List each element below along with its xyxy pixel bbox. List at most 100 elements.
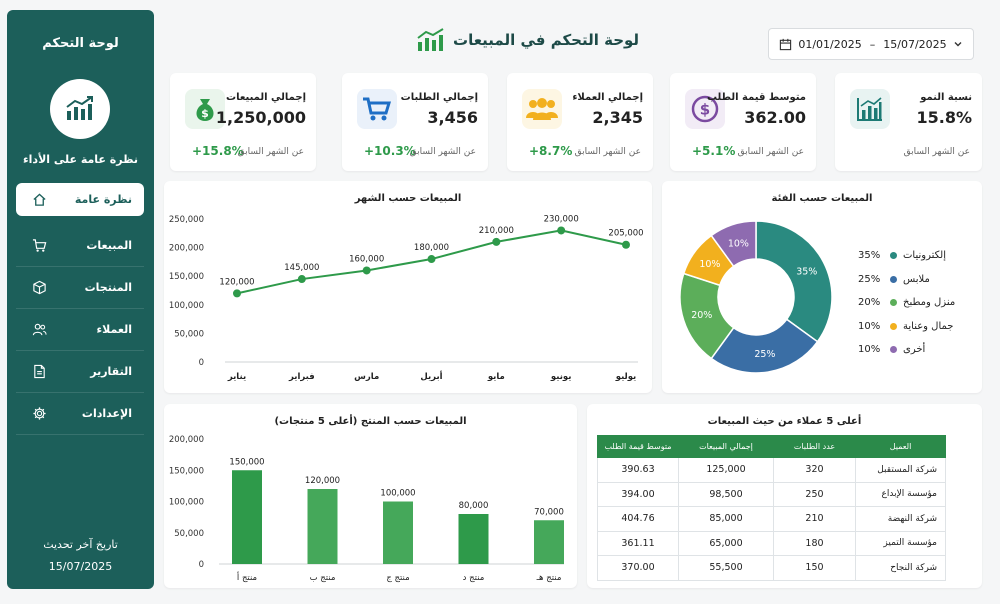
kpi-change: +10.3% [364,144,416,158]
sidebar-nav: نظرة عامة المبيعات المنتجات العملاء التق… [16,183,144,435]
last-update: تاريخ آخر تحديث 15/07/2025 [7,534,154,578]
table-cell: 65,000 [678,530,774,556]
legend-item: 35% إلكترونيات [858,244,970,268]
table-cell: 250 [773,481,856,507]
table-cell: 361.11 [597,530,679,556]
kpi-compare: عن الشهر السابق [237,147,304,157]
growth-chart-icon [417,28,444,51]
date-range: 01/01/2025 – 15/07/2025 [798,38,946,51]
table-cell: 85,000 [678,506,774,532]
data-label: 150,000 [229,457,264,467]
sidebar-item-label: نظرة عامة [74,193,132,206]
slice-label: 35% [796,267,817,278]
data-label: 230,000 [544,214,579,224]
kpi-label: إجمالي المبيعات [226,92,306,103]
sidebar-item-sales[interactable]: المبيعات [16,225,144,267]
top-customers-table: العميل عدد الطلبات إجمالي المبيعات متوسط… [597,435,946,581]
y-tick-label: 150,000 [169,272,204,282]
x-tick-label: يوليو [615,372,637,382]
y-tick-label: 50,000 [174,329,204,339]
x-tick-label: فبراير [288,372,315,382]
table-cell: مؤسسة التميز [855,530,946,556]
table-cell: 180 [773,530,856,556]
kpi-label: إجمالي العملاء [572,92,643,103]
sidebar-subtitle: نظرة عامة على الأداء [23,153,138,166]
date-range-picker[interactable]: 01/01/2025 – 15/07/2025 [768,28,974,60]
x-tick-label: مايو [487,372,505,382]
money-bag-icon: $ [185,89,225,129]
sidebar-item-reports[interactable]: التقارير [16,351,144,393]
sidebar-item-settings[interactable]: الإعدادات [16,393,144,435]
sidebar-item-products[interactable]: المنتجات [16,267,144,309]
legend-value: 10% [858,320,881,332]
sidebar-item-customers[interactable]: العملاء [16,309,144,351]
data-label: 120,000 [219,277,254,287]
x-tick-label: منتج ب [310,573,336,583]
kpi-change: +5.1% [692,144,736,158]
page-title: لوحة التحكم في المبيعات [453,31,640,49]
data-label: 210,000 [479,226,514,236]
last-update-label: تاريخ آخر تحديث [43,538,118,551]
legend-key: ملابس [890,274,970,285]
legend-label: ملابس [903,273,930,285]
column-header[interactable]: إجمالي المبيعات [678,435,774,458]
legend-swatch [890,275,897,283]
bar [232,470,262,564]
table-cell: شركة النجاح [855,555,946,581]
x-tick-label: يونيو [550,372,572,382]
legend-value: 25% [858,273,881,285]
y-tick-label: 50,000 [174,529,204,539]
legend-label: منزل ومطبخ [903,297,956,309]
x-tick-label: مارس [354,372,379,382]
data-label: 205,000 [608,229,643,239]
legend-swatch [890,299,897,307]
sidebar-item-label: الإعدادات [81,407,132,420]
date-to: 15/07/2025 [883,37,947,51]
table-cell: 370.00 [597,555,679,581]
data-label: 160,000 [349,254,384,264]
column-header[interactable]: متوسط قيمة الطلب [597,435,679,458]
pie-slice [710,318,819,374]
users-icon [32,323,47,336]
legend-label: أخرى [903,344,926,356]
table-cell: 404.76 [597,506,679,532]
legend-item: 10% جمال وعناية [858,315,970,339]
date-from: 01/01/2025 [798,37,862,51]
dollar-icon: $ [685,89,725,129]
svg-text:$: $ [201,107,209,120]
table-cell: 125,000 [678,457,774,483]
sidebar-item-label: التقارير [90,365,132,378]
users-icon [522,89,562,129]
kpi-compare: عن الشهر السابق [903,147,970,157]
table-row: شركة المستقبل 320 125,000 390.63 [597,457,946,483]
table-row: شركة النهضة 210 85,000 404.76 [597,506,946,532]
kpi-value: 15.8% [916,108,972,127]
legend-item: 10% أخرى [858,338,970,362]
table-cell: شركة النهضة [855,506,946,532]
legend-item: 20% منزل ومطبخ [858,291,970,315]
growth-chart-icon [850,89,890,129]
y-tick-label: 100,000 [169,301,204,311]
y-tick-label: 250,000 [169,215,204,225]
date-separator: – [869,37,876,51]
legend-value: 10% [858,344,881,356]
kpi-compare: عن الشهر السابق [409,147,476,157]
cart-icon [357,89,397,129]
x-tick-label: منتج د [463,573,485,583]
legend-label: إلكترونيات [903,250,946,262]
column-header[interactable]: العميل [855,435,946,458]
kpi-value: 362.00 [744,108,806,127]
y-tick-label: 100,000 [169,498,204,508]
data-point [427,255,436,264]
kpi-value: 2,345 [592,108,643,127]
home-icon [33,193,46,206]
gear-icon [33,407,46,420]
sidebar-item-overview[interactable]: نظرة عامة [16,183,144,216]
kpi-card-total-sales: $ إجمالي المبيعات 1,250,000 +15.8% عن ال… [170,73,316,171]
sidebar: لوحة التحكم نظرة عامة على الأداء نظرة عا… [7,10,154,589]
column-header[interactable]: عدد الطلبات [773,435,856,458]
kpi-card-total-customers: إجمالي العملاء 2,345 +8.7% عن الشهر السا… [507,73,653,171]
table-row: مؤسسة التميز 180 65,000 361.11 [597,530,946,556]
table-cell: 210 [773,506,856,532]
category-sales-chart: 35% 25% 20% 10% 10% [679,220,833,374]
